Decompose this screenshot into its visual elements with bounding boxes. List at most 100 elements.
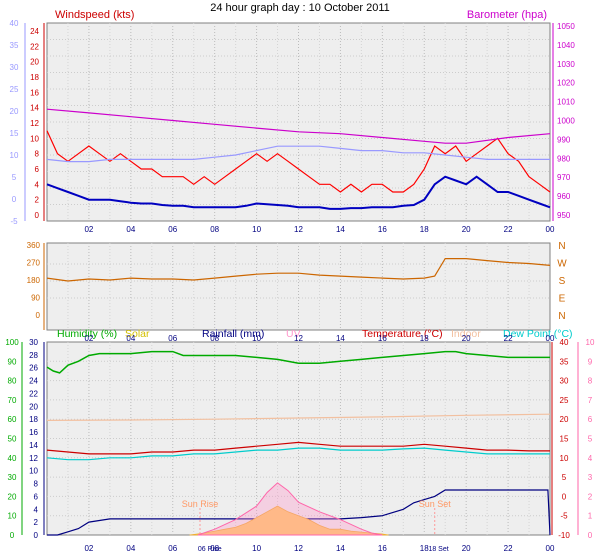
wind-tick: 22 <box>30 42 39 51</box>
x-tick-label: 20 <box>462 334 471 343</box>
barometer-tick: 1040 <box>557 41 575 50</box>
temperature-tick: 40 <box>560 338 569 347</box>
legend-item: Dew Point (°C) <box>503 328 573 340</box>
uv-tick: 8 <box>588 377 593 386</box>
rainfall-tick: 4 <box>34 505 39 514</box>
barometer-tick: 980 <box>557 154 571 163</box>
x-tick-label: 04 <box>126 225 135 234</box>
x-tick-label: 16 <box>378 334 387 343</box>
direction-series-line <box>46 258 551 282</box>
wind-tick: 10 <box>30 134 39 143</box>
rainfall-tick: 0 <box>34 531 39 540</box>
sunrise-label: Sun Rise <box>182 499 219 509</box>
uv-tick: 2 <box>588 492 593 501</box>
outer-tick: 30 <box>10 63 19 72</box>
barometer-tick: 1030 <box>557 60 575 69</box>
sunset-axis-mark: 18 Set <box>428 546 448 553</box>
wind-tick: 14 <box>30 104 39 113</box>
x-tick-label: 20 <box>462 225 471 234</box>
barometer-tick: 970 <box>557 173 571 182</box>
barometer-tick: 1000 <box>557 117 575 126</box>
humidity-tick: 50 <box>8 435 17 444</box>
temperature-tick: 30 <box>560 377 569 386</box>
humidity-tick: 70 <box>8 396 17 405</box>
temperature-tick: 35 <box>560 357 569 366</box>
climate-panel: Humidity (%) Solar Rainfall (mm) UV Temperat… <box>5 328 595 540</box>
x-tick-label: 18 <box>420 334 429 343</box>
direction-tick: 270 <box>27 259 41 268</box>
wind-axis-title: Windspeed (kts) <box>55 9 134 21</box>
wind-series-line <box>46 175 551 210</box>
uv-tick: 4 <box>588 454 593 463</box>
wind-panel: Windspeed (kts) Barometer (hpa) -5 0 5 10 15… <box>10 9 576 226</box>
uv-tick: 10 <box>586 338 595 347</box>
dewpoint-series-line <box>46 447 550 461</box>
humidity-tick: 30 <box>8 473 17 482</box>
wind-tick: 8 <box>35 150 40 159</box>
humidity-tick: 10 <box>8 512 17 521</box>
barometer-tick: 990 <box>557 135 571 144</box>
compass-tick: S <box>559 276 566 287</box>
wind-tick: 16 <box>30 88 39 97</box>
direction-tick: 360 <box>27 241 41 250</box>
outer-tick: 25 <box>10 85 19 94</box>
solar-series-area <box>189 505 389 536</box>
x-tick-label: 16 <box>378 544 387 553</box>
rainfall-tick: 22 <box>29 389 38 398</box>
gust-series-line <box>46 130 551 193</box>
wind-tick: 12 <box>30 119 39 128</box>
wind-tick: 6 <box>35 165 40 174</box>
legend-item: UV <box>286 328 301 340</box>
outer-series-line <box>46 145 550 163</box>
x-tick-label: 14 <box>336 225 345 234</box>
rainfall-tick: 12 <box>29 454 38 463</box>
humidity-tick: 100 <box>5 338 19 347</box>
outer-tick: 10 <box>10 151 19 160</box>
wind-tick: 2 <box>35 196 40 205</box>
x-tick-label: 00 <box>546 225 555 234</box>
rainfall-tick: 14 <box>29 441 38 450</box>
uv-tick: 0 <box>588 531 593 540</box>
rainfall-tick: 18 <box>29 415 38 424</box>
x-tick-label: 08 <box>210 334 219 343</box>
temperature-tick: -10 <box>558 531 570 540</box>
uv-series-area <box>197 482 383 536</box>
legend-item: Solar <box>125 328 150 340</box>
wind-tick: 0 <box>35 211 40 220</box>
rainfall-tick: 26 <box>29 364 38 373</box>
x-tick-label: 14 <box>336 334 345 343</box>
wind-tick: 18 <box>30 73 39 82</box>
outer-tick: 40 <box>10 19 19 28</box>
x-tick-label: 18 <box>420 544 429 553</box>
indoor-series-line <box>46 413 551 421</box>
uv-tick: 1 <box>588 512 593 521</box>
rainfall-series-line <box>47 489 551 536</box>
rainfall-tick: 16 <box>29 428 38 437</box>
rainfall-tick: 10 <box>29 467 38 476</box>
uv-tick: 9 <box>588 357 593 366</box>
wind-tick: 24 <box>30 27 39 36</box>
x-tick-label: 14 <box>336 544 345 553</box>
wind-tick: 20 <box>30 58 39 67</box>
wind-tick: 4 <box>35 180 40 189</box>
barometer-tick: 1020 <box>557 79 575 88</box>
x-tick-label: 10 <box>252 544 261 553</box>
x-tick-label: 00 <box>546 334 555 343</box>
sunrise-axis-mark: 06 Rise <box>198 546 222 553</box>
x-tick-label: 02 <box>84 544 93 553</box>
temperature-tick: 5 <box>562 473 567 482</box>
x-tick-label: 22 <box>504 334 513 343</box>
x-tick-label: 10 <box>252 225 261 234</box>
legend-item: Humidity (%) <box>57 328 117 340</box>
x-tick-label: 08 <box>210 225 219 234</box>
humidity-tick: 20 <box>8 492 17 501</box>
x-tick-label: 22 <box>504 544 513 553</box>
humidity-tick: 60 <box>8 415 17 424</box>
outer-tick: 0 <box>12 195 17 204</box>
temperature-tick: 15 <box>560 435 569 444</box>
barometer-tick: 950 <box>557 211 571 220</box>
temperature-tick: 20 <box>560 415 569 424</box>
outer-tick: 20 <box>10 107 19 116</box>
x-tick-label: 16 <box>378 225 387 234</box>
